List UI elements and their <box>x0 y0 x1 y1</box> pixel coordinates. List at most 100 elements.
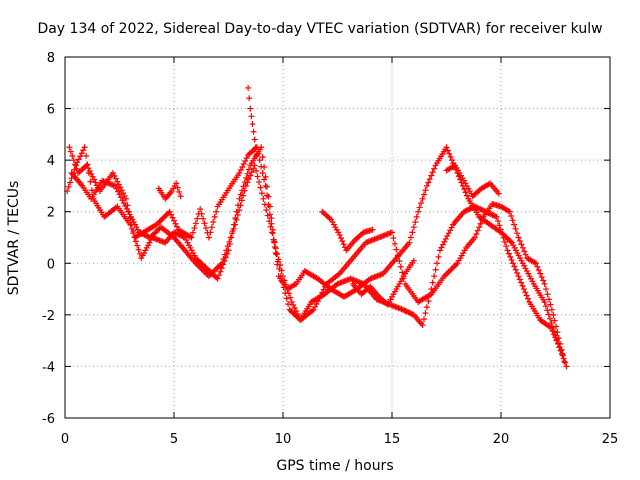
data-point <box>173 223 180 230</box>
y-tick-label: -4 <box>42 360 55 375</box>
data-point <box>524 295 531 302</box>
data-point <box>232 221 239 228</box>
data-point <box>399 306 406 313</box>
data-point <box>422 310 429 317</box>
data-point <box>78 150 85 157</box>
data-point <box>215 272 222 279</box>
data-point <box>251 136 258 143</box>
data-point <box>505 250 512 257</box>
data-point <box>473 231 480 238</box>
data-point <box>495 190 502 197</box>
data-point <box>132 238 139 245</box>
data-point <box>81 144 88 151</box>
data-point <box>66 144 73 151</box>
data-point <box>248 169 255 176</box>
data-point <box>123 195 130 202</box>
data-point <box>254 173 261 180</box>
data-point <box>544 307 551 314</box>
data-point <box>258 190 265 197</box>
data-point <box>538 274 545 281</box>
data-point <box>176 231 183 238</box>
data-point <box>261 164 268 171</box>
data-point <box>469 204 476 211</box>
data-point <box>426 176 433 183</box>
data-point <box>515 234 522 241</box>
data-point <box>435 253 442 260</box>
data-point <box>548 306 555 313</box>
data-point <box>548 324 555 331</box>
data-point <box>136 229 143 236</box>
data-point <box>410 224 417 231</box>
data-point <box>402 307 409 314</box>
data-point <box>519 282 526 289</box>
data-point <box>512 225 519 232</box>
data-point <box>532 260 539 267</box>
data-point <box>69 152 76 159</box>
data-point <box>70 157 77 164</box>
data-point <box>546 323 553 330</box>
data-point <box>253 151 260 158</box>
data-point <box>542 303 549 310</box>
data-point <box>429 169 436 176</box>
data-point <box>177 193 184 200</box>
data-point <box>245 166 252 173</box>
data-point <box>227 234 234 241</box>
data-point <box>519 244 526 251</box>
data-point <box>245 176 252 183</box>
data-point <box>75 156 82 163</box>
data-point <box>369 226 376 233</box>
data-point <box>535 267 542 274</box>
data-point <box>287 294 294 301</box>
data-point <box>537 270 544 277</box>
data-point <box>253 167 260 174</box>
data-point <box>67 179 74 186</box>
data-point <box>495 218 502 225</box>
data-point <box>522 289 529 296</box>
data-point <box>337 235 344 242</box>
data-point <box>515 273 522 280</box>
data-point <box>285 301 292 308</box>
data-point <box>406 309 413 316</box>
data-point <box>503 243 510 250</box>
data-point <box>259 154 266 161</box>
y-tick-label: 0 <box>47 257 55 272</box>
data-point <box>545 311 552 318</box>
series-7 <box>349 257 417 308</box>
data-point <box>544 291 551 298</box>
data-point <box>261 201 268 208</box>
data-point <box>481 208 488 215</box>
data-point <box>233 216 240 223</box>
data-point <box>471 234 478 241</box>
data-point <box>448 157 455 164</box>
data-point <box>391 240 398 247</box>
data-point <box>552 334 559 341</box>
data-point <box>272 249 279 256</box>
data-point <box>492 213 499 220</box>
data-point <box>260 195 267 202</box>
data-point <box>541 280 548 287</box>
x-tick-label: 5 <box>170 432 178 447</box>
data-point <box>545 296 552 303</box>
data-point <box>71 166 78 173</box>
data-point <box>501 239 508 246</box>
data-point <box>266 203 273 210</box>
data-point <box>499 230 506 237</box>
data-point <box>474 204 481 211</box>
data-point <box>240 161 247 168</box>
data-point <box>262 173 269 180</box>
y-tick-label: 4 <box>47 154 55 169</box>
data-point <box>550 331 557 338</box>
data-point <box>540 277 547 284</box>
data-point <box>340 241 347 248</box>
data-point <box>520 286 527 293</box>
data-point <box>296 315 303 322</box>
data-point <box>84 161 91 168</box>
data-point <box>197 206 204 213</box>
data-point <box>174 184 181 191</box>
data-point <box>74 159 81 166</box>
data-point <box>236 170 243 177</box>
data-point <box>218 260 225 267</box>
data-point <box>138 230 145 237</box>
data-point <box>419 322 426 329</box>
data-point <box>462 208 469 215</box>
